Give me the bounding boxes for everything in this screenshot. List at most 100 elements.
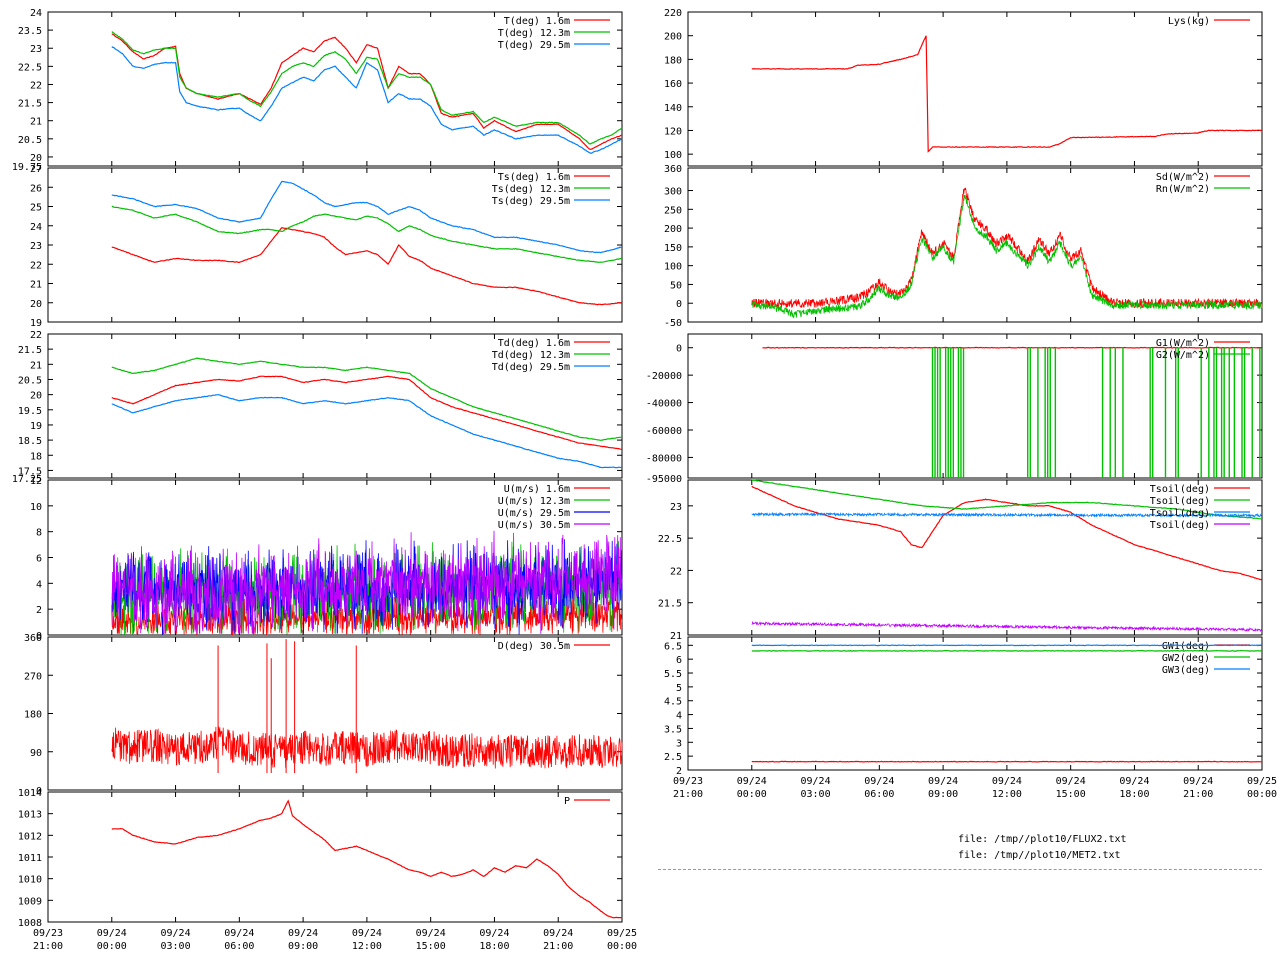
- plot-frame: [47, 636, 623, 791]
- series-line: [111, 33, 622, 151]
- y-tick-label: 1010: [18, 875, 42, 886]
- series-line: [111, 394, 623, 469]
- y-tick-label: 160: [664, 79, 682, 90]
- x-date-label: 09/25: [607, 928, 637, 939]
- chart-td: 22 21.5 21 20.5 20 19.5 19 18.5 18 17.517.25 Td(de…: [12, 330, 623, 485]
- x-time-label: 18:00: [479, 941, 509, 952]
- chart-lys: 220 200 180 160 140 120 100 Lys(kg): [664, 8, 1263, 167]
- x-date-label: 09/24: [161, 928, 191, 939]
- y-tick-label: 10: [30, 502, 42, 513]
- series-line: [111, 726, 623, 769]
- legend-label: Tsoil(deg): [1150, 520, 1210, 531]
- x-date-label: 09/24: [543, 928, 573, 939]
- y-tick-label: 20: [30, 391, 42, 402]
- x-date-label: 09/24: [97, 928, 127, 939]
- y-tick-label: 0: [676, 299, 682, 310]
- y-tick-label: 19: [30, 318, 42, 329]
- y-tick-label: 0: [36, 631, 42, 642]
- x-date-label: 09/23: [673, 776, 703, 787]
- x-date-label: 09/25: [1247, 776, 1277, 787]
- legend-label: Td(deg) 29.5m: [492, 362, 570, 373]
- legend-label: Rn(W/m^2): [1156, 184, 1210, 195]
- y-tick-label: 1011: [18, 853, 42, 864]
- x-time-label: 00:00: [737, 789, 767, 800]
- x-date-label: 09/24: [1056, 776, 1086, 787]
- series-line: [111, 205, 623, 263]
- y-tick-label: 3.5: [664, 724, 682, 735]
- y-tick-label: 1012: [18, 831, 42, 842]
- legend-label: Lys(kg): [1168, 16, 1210, 27]
- plot-frame: [47, 11, 623, 167]
- legend-label: Ts(deg) 29.5m: [492, 196, 570, 207]
- y-tick-label: 90: [30, 748, 42, 759]
- legend-label: T(deg) 1.6m: [504, 16, 570, 27]
- legend-label: GW1(deg): [1162, 641, 1210, 652]
- x-date-label: 09/24: [224, 928, 254, 939]
- legend-label: Tsoil(deg): [1150, 508, 1210, 519]
- y-tick-label: 360: [24, 633, 42, 644]
- y-tick-label: 180: [24, 710, 42, 721]
- y-tick-label: 100: [664, 150, 682, 161]
- y-tick-label: 6: [676, 655, 682, 666]
- file-label-flux: file: /tmp//plot10/FLUX2.txt: [958, 834, 1127, 845]
- y-tick-label: 22: [670, 566, 682, 577]
- y-tick-label: 26: [30, 183, 42, 194]
- legend-label: Sd(W/m^2): [1156, 172, 1210, 183]
- y-tick-label: 19: [30, 421, 42, 432]
- series-line: [111, 31, 623, 145]
- y-tick-label: 17.25: [12, 474, 42, 485]
- y-tick-label: -80000: [646, 453, 682, 464]
- y-tick-label: 21: [30, 117, 42, 128]
- series-line: [751, 187, 1263, 309]
- x-time-label: 12:00: [352, 941, 382, 952]
- y-tick-label: -40000: [646, 399, 682, 410]
- y-tick-label: 2: [676, 766, 682, 777]
- y-tick-label: 21.5: [658, 599, 682, 610]
- legend-label: Td(deg) 12.3m: [492, 350, 570, 361]
- y-tick-label: 270: [24, 671, 42, 682]
- y-tick-label: 0: [36, 786, 42, 797]
- plot-frame: [687, 479, 1263, 636]
- y-tick-label: 19.5: [18, 406, 42, 417]
- file-label-met: file: /tmp//plot10/MET2.txt: [958, 850, 1121, 861]
- y-tick-label: 150: [664, 243, 682, 254]
- x-date-label: 09/24: [992, 776, 1022, 787]
- chart-dir: 360 270 180 90 0 D(deg) 30.5m: [24, 633, 623, 797]
- legend-label: U(m/s) 29.5m: [498, 508, 570, 519]
- y-tick-label: 140: [664, 103, 682, 114]
- series-line: [111, 530, 623, 636]
- series-line: [111, 180, 623, 254]
- x-time-label: 03:00: [161, 941, 191, 952]
- plot-frame: [47, 791, 623, 923]
- y-tick-label: 0: [676, 344, 682, 355]
- y-tick-label: 23: [30, 241, 42, 252]
- y-tick-label: 22.5: [658, 534, 682, 545]
- series-line: [751, 760, 1262, 763]
- x-date-label: 09/24: [737, 776, 767, 787]
- x-time-label: 00:00: [97, 941, 127, 952]
- legend-label: Tsoil(deg): [1150, 496, 1210, 507]
- legend-label: T(deg) 29.5m: [498, 40, 570, 51]
- x-time-label: 00:00: [607, 941, 637, 952]
- y-tick-label: 22: [30, 330, 42, 341]
- y-tick-label: 1009: [18, 896, 42, 907]
- y-tick-label: -50: [664, 318, 682, 329]
- x-time-label: 21:00: [1183, 789, 1213, 800]
- chart-gw: 6.5 6 5.5 5 4.5 4 3.5 3 2.5 2 GW1(deg)GW2(deg)GW3(…: [664, 636, 1263, 777]
- y-tick-label: 360: [664, 164, 682, 175]
- x-time-label: 06:00: [864, 789, 894, 800]
- y-tick-label: 24: [30, 222, 42, 233]
- x-date-label: 09/24: [416, 928, 446, 939]
- y-tick-label: 21: [30, 280, 42, 291]
- y-tick-label: 21: [30, 360, 42, 371]
- chart-wind: 12 10 8 6 4 2 0 U(m/s) 1.6mU(m/s) 12.3mU(m/s) 2…: [30, 476, 623, 642]
- y-tick-label: -60000: [646, 426, 682, 437]
- y-tick-label: 20: [30, 299, 42, 310]
- chart-g: 0 -20000 -40000 -60000 -80000 -95000 G1(W/m^2)…: [646, 333, 1263, 485]
- y-tick-label: 180: [664, 55, 682, 66]
- y-tick-label: 20.5: [18, 135, 42, 146]
- x-time-label: 21:00: [673, 789, 703, 800]
